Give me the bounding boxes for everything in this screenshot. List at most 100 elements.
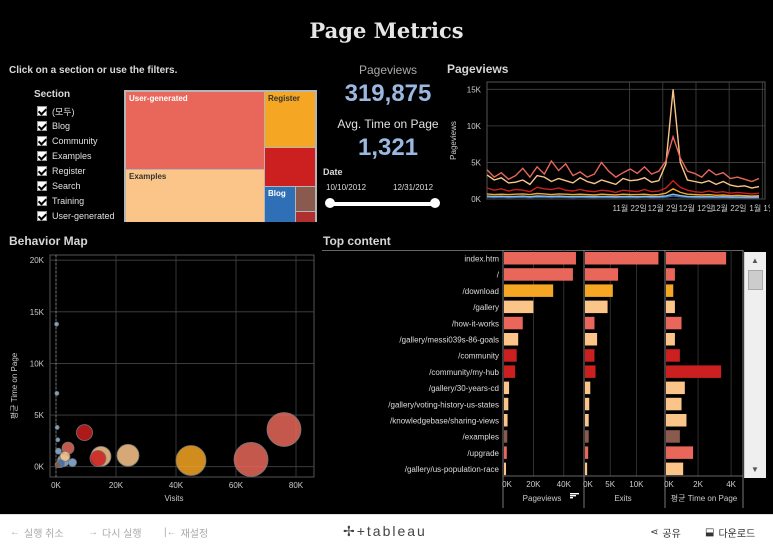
bar-exits-10[interactable] bbox=[585, 414, 589, 427]
bar-time-on-page-0[interactable] bbox=[666, 252, 727, 265]
bar-exits-3[interactable] bbox=[585, 300, 608, 314]
checkbox-checked-icon[interactable] bbox=[37, 106, 47, 116]
date-slider-end-handle[interactable] bbox=[430, 198, 440, 208]
treemap-cell-blog[interactable]: Blog bbox=[265, 187, 295, 222]
bar-exits-4[interactable] bbox=[585, 316, 595, 330]
scatter-point[interactable] bbox=[89, 450, 107, 467]
scatter-point[interactable] bbox=[266, 412, 302, 447]
checkbox-checked-icon[interactable] bbox=[37, 196, 47, 206]
bar-category-label[interactable]: index.htm bbox=[464, 255, 499, 264]
treemap-cell-search[interactable] bbox=[296, 187, 315, 211]
bar-exits-12[interactable] bbox=[585, 446, 589, 459]
bar-pageviews-3[interactable] bbox=[504, 300, 534, 314]
date-slider-track[interactable] bbox=[329, 202, 435, 206]
redo-button[interactable]: → 다시 실행 bbox=[88, 525, 142, 540]
bar-pageviews-12[interactable] bbox=[504, 446, 507, 459]
section-checkbox-training[interactable]: Training bbox=[37, 194, 84, 208]
bar-exits-7[interactable] bbox=[585, 365, 596, 378]
bar-time-on-page-13[interactable] bbox=[666, 462, 684, 476]
checkbox-checked-icon[interactable] bbox=[37, 181, 47, 191]
line-series-0[interactable] bbox=[486, 89, 760, 189]
line-series-2[interactable] bbox=[486, 179, 760, 195]
scroll-up-icon[interactable]: ▲ bbox=[751, 256, 759, 265]
top-content-scrollbar[interactable]: ▲ ▼ bbox=[744, 252, 766, 478]
bar-pageviews-7[interactable] bbox=[504, 365, 516, 378]
bar-category-label[interactable]: /gallery/messi039s-86-goals bbox=[399, 336, 499, 345]
section-checkbox-community[interactable]: Community bbox=[37, 134, 98, 148]
scatter-point[interactable] bbox=[54, 425, 60, 430]
bar-pageviews-8[interactable] bbox=[504, 381, 510, 395]
bar-time-on-page-8[interactable] bbox=[666, 381, 685, 395]
undo-button[interactable]: ← 실행 취소 bbox=[10, 525, 64, 540]
line-series-5[interactable] bbox=[486, 193, 760, 198]
treemap-cell-examples[interactable]: Examples bbox=[126, 170, 264, 222]
bar-exits-6[interactable] bbox=[585, 349, 595, 362]
bar-time-on-page-6[interactable] bbox=[666, 349, 680, 362]
bar-exits-5[interactable] bbox=[585, 333, 598, 346]
scroll-down-icon[interactable]: ▼ bbox=[751, 465, 759, 474]
section-checkbox-all[interactable]: (모두) bbox=[37, 104, 75, 118]
download-button[interactable]: ⬓ 다운로드 bbox=[705, 525, 755, 540]
bar-time-on-page-4[interactable] bbox=[666, 316, 682, 330]
sort-icon[interactable] bbox=[570, 493, 579, 499]
bar-pageviews-13[interactable] bbox=[504, 462, 507, 476]
date-slider-start-handle[interactable] bbox=[325, 198, 335, 208]
treemap-cell-training[interactable] bbox=[296, 212, 315, 222]
checkbox-checked-icon[interactable] bbox=[37, 136, 47, 146]
bar-time-on-page-12[interactable] bbox=[666, 446, 694, 459]
bar-pageviews-2[interactable] bbox=[504, 284, 554, 297]
bar-time-on-page-7[interactable] bbox=[666, 365, 722, 378]
scatter-point[interactable] bbox=[76, 424, 93, 442]
section-checkbox-user-generated[interactable]: User-generated bbox=[37, 209, 115, 223]
checkbox-checked-icon[interactable] bbox=[37, 211, 47, 221]
bar-pageviews-5[interactable] bbox=[504, 333, 519, 346]
bar-time-on-page-11[interactable] bbox=[666, 430, 680, 443]
bar-exits-9[interactable] bbox=[585, 397, 590, 411]
bar-category-label[interactable]: /knowledgebase/sharing-views bbox=[390, 417, 499, 426]
bar-time-on-page-5[interactable] bbox=[666, 333, 675, 346]
scatter-point[interactable] bbox=[54, 321, 59, 327]
bar-exits-11[interactable] bbox=[585, 430, 589, 443]
bar-pageviews-10[interactable] bbox=[504, 414, 508, 427]
section-checkbox-register[interactable]: Register bbox=[37, 164, 86, 178]
section-checkbox-search[interactable]: Search bbox=[37, 179, 81, 193]
bar-exits-0[interactable] bbox=[585, 252, 659, 265]
scatter-point[interactable] bbox=[68, 458, 77, 467]
tableau-logo[interactable]: ✢+tableau bbox=[343, 523, 427, 540]
bar-category-label[interactable]: /examples bbox=[463, 433, 499, 442]
bar-exits-1[interactable] bbox=[585, 268, 619, 281]
line-series-1[interactable] bbox=[486, 134, 760, 183]
checkbox-checked-icon[interactable] bbox=[37, 121, 47, 131]
line-series-3[interactable] bbox=[486, 188, 760, 197]
section-checkbox-examples[interactable]: Examples bbox=[37, 149, 92, 163]
scatter-point[interactable] bbox=[175, 445, 207, 476]
bar-category-label[interactable]: /download bbox=[463, 287, 499, 296]
bar-exits-13[interactable] bbox=[585, 462, 588, 476]
scatter-point[interactable] bbox=[59, 450, 71, 462]
scatter-point[interactable] bbox=[55, 447, 62, 455]
bar-category-label[interactable]: /gallery/us-population-race bbox=[405, 465, 500, 474]
bar-category-label[interactable]: /community bbox=[458, 352, 499, 361]
bar-category-label[interactable]: /upgrade bbox=[467, 449, 499, 458]
bar-pageviews-6[interactable] bbox=[504, 349, 517, 362]
bar-time-on-page-1[interactable] bbox=[666, 268, 675, 281]
treemap-cell-user-generated[interactable]: User-generated bbox=[126, 92, 264, 169]
bar-exits-8[interactable] bbox=[585, 381, 591, 395]
scatter-point[interactable] bbox=[54, 390, 60, 396]
bar-category-label[interactable]: /how-it-works bbox=[452, 319, 499, 328]
bar-category-label[interactable]: /community/my-hub bbox=[429, 368, 499, 377]
bar-exits-2[interactable] bbox=[585, 284, 613, 297]
bar-category-label[interactable]: /gallery bbox=[473, 303, 499, 312]
checkbox-checked-icon[interactable] bbox=[37, 166, 47, 176]
share-button[interactable]: ⋖ 공유 bbox=[650, 525, 681, 540]
checkbox-checked-icon[interactable] bbox=[37, 151, 47, 161]
bar-pageviews-11[interactable] bbox=[504, 430, 508, 443]
behavior-map-scatter[interactable]: 0K 5K 10K 15K 20K 0K 20K 40K 60K 80K Visits 평균 Time… bbox=[6, 250, 318, 508]
line-series-4[interactable] bbox=[486, 195, 759, 199]
bar-time-on-page-9[interactable] bbox=[666, 397, 682, 411]
reset-button[interactable]: |← 재설정 bbox=[164, 525, 208, 540]
scatter-point[interactable] bbox=[116, 443, 140, 467]
scatter-point[interactable] bbox=[55, 437, 61, 443]
bar-category-label[interactable]: /gallery/voting-history-us-states bbox=[388, 400, 499, 409]
